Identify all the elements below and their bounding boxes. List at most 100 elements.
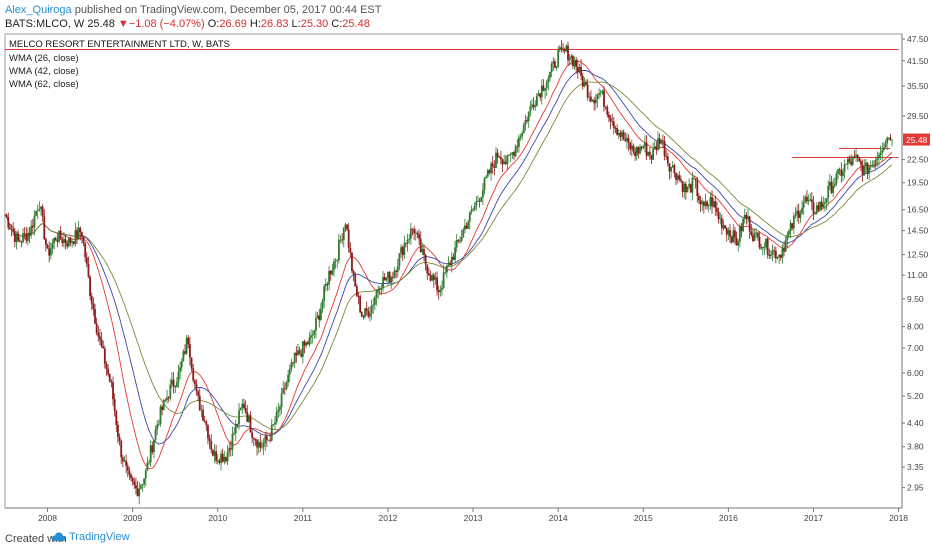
candle: [657, 131, 659, 152]
candle-body: [856, 154, 859, 159]
candle-body: [547, 78, 550, 83]
candle: [729, 224, 731, 244]
candle: [360, 311, 363, 318]
candle-body: [311, 334, 314, 336]
candle-body: [416, 232, 419, 235]
candle: [531, 99, 533, 110]
candle: [882, 141, 885, 152]
candle-body: [524, 120, 527, 125]
candle: [112, 376, 114, 406]
candle-body: [740, 226, 743, 232]
candle-body: [326, 283, 329, 285]
candle: [496, 148, 499, 164]
candle-body: [421, 248, 424, 253]
candle: [722, 219, 725, 231]
candle-body: [277, 409, 280, 412]
candle: [144, 468, 147, 487]
candle-body: [77, 227, 80, 239]
candle: [413, 225, 416, 240]
candle-body: [526, 120, 528, 122]
candle-body: [357, 296, 360, 297]
candle: [43, 209, 46, 241]
candle: [190, 357, 193, 372]
candle: [143, 478, 146, 489]
candle-body: [238, 410, 240, 425]
candle-body: [156, 424, 159, 430]
candle: [185, 334, 188, 356]
candle-body: [408, 238, 411, 240]
candle: [824, 198, 826, 212]
candle: [377, 285, 380, 299]
candle-body: [506, 155, 509, 164]
candle: [94, 303, 96, 325]
candle-body: [575, 60, 578, 68]
candle: [678, 171, 681, 182]
candle-body: [143, 478, 146, 485]
candle: [38, 201, 41, 212]
candle-body: [135, 485, 137, 489]
symbol-label: BATS:MLCO, W: [5, 18, 85, 30]
candle: [67, 237, 70, 248]
candle: [136, 480, 139, 497]
candle: [193, 379, 196, 389]
candle-body: [686, 186, 689, 193]
candle: [30, 220, 33, 239]
candle-body: [855, 154, 857, 157]
candle-body: [31, 225, 34, 228]
candle-body: [22, 233, 24, 243]
candle: [444, 267, 447, 275]
candle-body: [429, 275, 432, 281]
candle: [97, 325, 100, 342]
candle-body: [878, 155, 880, 159]
candle: [210, 434, 213, 454]
candle: [642, 144, 645, 150]
candle: [171, 371, 173, 389]
candle-body: [756, 232, 759, 237]
candle-body: [244, 408, 247, 413]
candle-body: [617, 132, 620, 135]
candle: [110, 379, 113, 388]
tradingview-brand[interactable]: TradingView: [52, 531, 130, 543]
candle: [10, 224, 13, 237]
candle-body: [215, 451, 218, 461]
y-tick-label: 9.50: [907, 294, 924, 304]
candle-body: [828, 181, 831, 186]
candle: [671, 161, 674, 169]
candle-body: [315, 318, 317, 331]
candle: [645, 134, 648, 161]
candle: [41, 204, 44, 222]
high-label: H:: [249, 18, 261, 30]
candle: [473, 202, 476, 212]
candle: [279, 404, 281, 417]
candle: [544, 88, 546, 99]
candle: [437, 285, 440, 300]
plot-area[interactable]: [4, 33, 903, 509]
candle-body: [463, 225, 466, 230]
cloud-icon: [52, 532, 66, 541]
candle: [315, 311, 317, 339]
candle-body: [375, 291, 378, 298]
price-chart[interactable]: 47.50 41.50 35.50 29.50 25.48 22.50 19.50 16.50…: [0, 0, 932, 528]
candle: [670, 166, 673, 179]
candle: [768, 248, 771, 259]
candle-body: [465, 225, 468, 229]
candle-body: [558, 47, 561, 51]
candle: [393, 266, 396, 279]
candle-body: [876, 158, 879, 160]
candle-body: [696, 180, 699, 197]
candle-body: [67, 238, 70, 247]
candle: [424, 253, 427, 271]
candle-body: [699, 200, 702, 205]
author-link[interactable]: Alex_Quiroga: [5, 4, 72, 16]
candle: [699, 195, 702, 213]
candle-body: [74, 230, 77, 244]
candle: [223, 450, 226, 465]
candle: [159, 404, 162, 427]
candle-body: [334, 260, 337, 262]
candle-body: [634, 151, 636, 157]
candle-body: [362, 316, 365, 318]
candle-body: [627, 137, 630, 143]
candle-body: [689, 184, 692, 193]
candle-body: [765, 238, 767, 248]
candle-body: [609, 117, 612, 122]
